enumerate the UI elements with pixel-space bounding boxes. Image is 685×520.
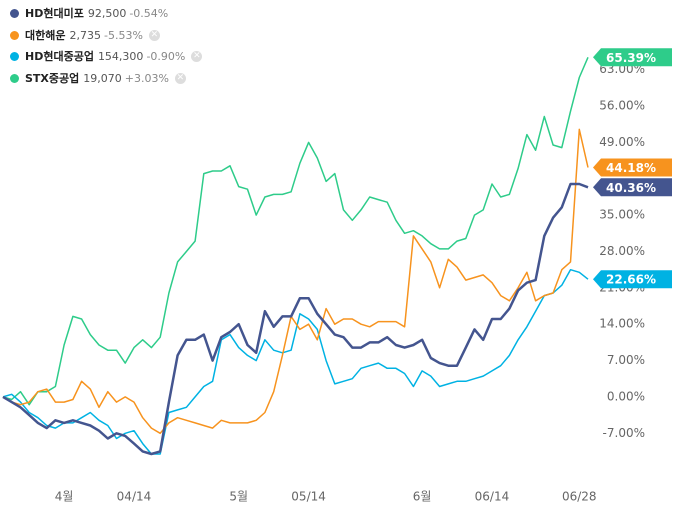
y-tick-label: 56.00% — [599, 99, 645, 113]
y-tick-label: 35.00% — [599, 208, 645, 222]
remove-button[interactable]: ✕ — [191, 51, 203, 63]
legend-swatch — [10, 52, 19, 62]
end-label: 44.18% — [593, 158, 672, 177]
x-tick-label: 4월 — [55, 490, 74, 504]
end-label: 22.66% — [593, 270, 672, 289]
legend-change: +3.03% — [124, 71, 169, 85]
x-tick-label: 5월 — [229, 490, 248, 504]
legend-name: HD현대중공업 — [25, 50, 94, 63]
legend: HD현대미포 92,500 -0.54% 대한해운 2,735 -5.53% ✕ HD현대중공… — [10, 3, 203, 90]
legend-change: -0.90% — [146, 50, 186, 63]
legend-price: 19,070 — [83, 71, 122, 85]
end-label-text: 44.18% — [606, 161, 656, 175]
x-tick-label: 05/14 — [291, 490, 326, 504]
end-label-tag — [593, 178, 672, 197]
x-tick-label: 04/14 — [117, 490, 152, 504]
end-label-tag — [593, 158, 672, 177]
end-label-text: 22.66% — [606, 273, 656, 287]
series-line — [2, 182, 589, 456]
end-label-text: 65.39% — [606, 51, 656, 65]
legend-item: HD현대중공업 154,300 -0.90% ✕ — [10, 46, 203, 68]
legend-swatch — [10, 9, 19, 19]
end-label-tag — [593, 270, 672, 289]
legend-name: STX중공업 — [25, 71, 80, 85]
y-tick-label: 14.00% — [599, 317, 645, 331]
legend-price: 92,500 — [87, 7, 127, 20]
y-tick-label: 49.00% — [599, 135, 645, 149]
x-tick-label: 06/14 — [475, 490, 510, 504]
end-label-text: 40.36% — [606, 181, 656, 195]
end-label-tag — [593, 48, 672, 67]
remove-button[interactable]: ✕ — [148, 29, 160, 41]
legend-price: 154,300 — [97, 50, 144, 63]
legend-swatch — [10, 73, 19, 83]
x-tick-label: 06/28 — [562, 490, 597, 504]
legend-change: -0.54% — [129, 7, 169, 20]
series-line — [2, 57, 589, 406]
series-line — [2, 128, 589, 435]
y-tick-label: 28.00% — [599, 244, 645, 258]
legend-item: STX중공업 19,070 +3.03% ✕ — [10, 68, 202, 90]
legend-change: -5.53% — [103, 28, 143, 42]
y-tick-label: 7.00% — [607, 353, 645, 367]
series-line — [2, 268, 589, 455]
legend-name: HD현대미포 — [25, 7, 84, 20]
legend-item: HD현대미포 92,500 -0.54% — [10, 3, 202, 25]
legend-item: 대한해운 2,735 -5.53% ✕ — [10, 25, 202, 47]
end-label: 40.36% — [593, 178, 672, 197]
legend-name: 대한해운 — [25, 28, 66, 42]
legend-price: 2,735 — [69, 28, 101, 42]
y-tick-label: 0.00% — [607, 389, 645, 403]
x-tick-label: 6월 — [413, 490, 432, 504]
remove-button[interactable]: ✕ — [174, 72, 186, 84]
end-label: 65.39% — [593, 48, 672, 67]
y-tick-label: -7.00% — [603, 426, 645, 440]
legend-swatch — [10, 30, 19, 40]
